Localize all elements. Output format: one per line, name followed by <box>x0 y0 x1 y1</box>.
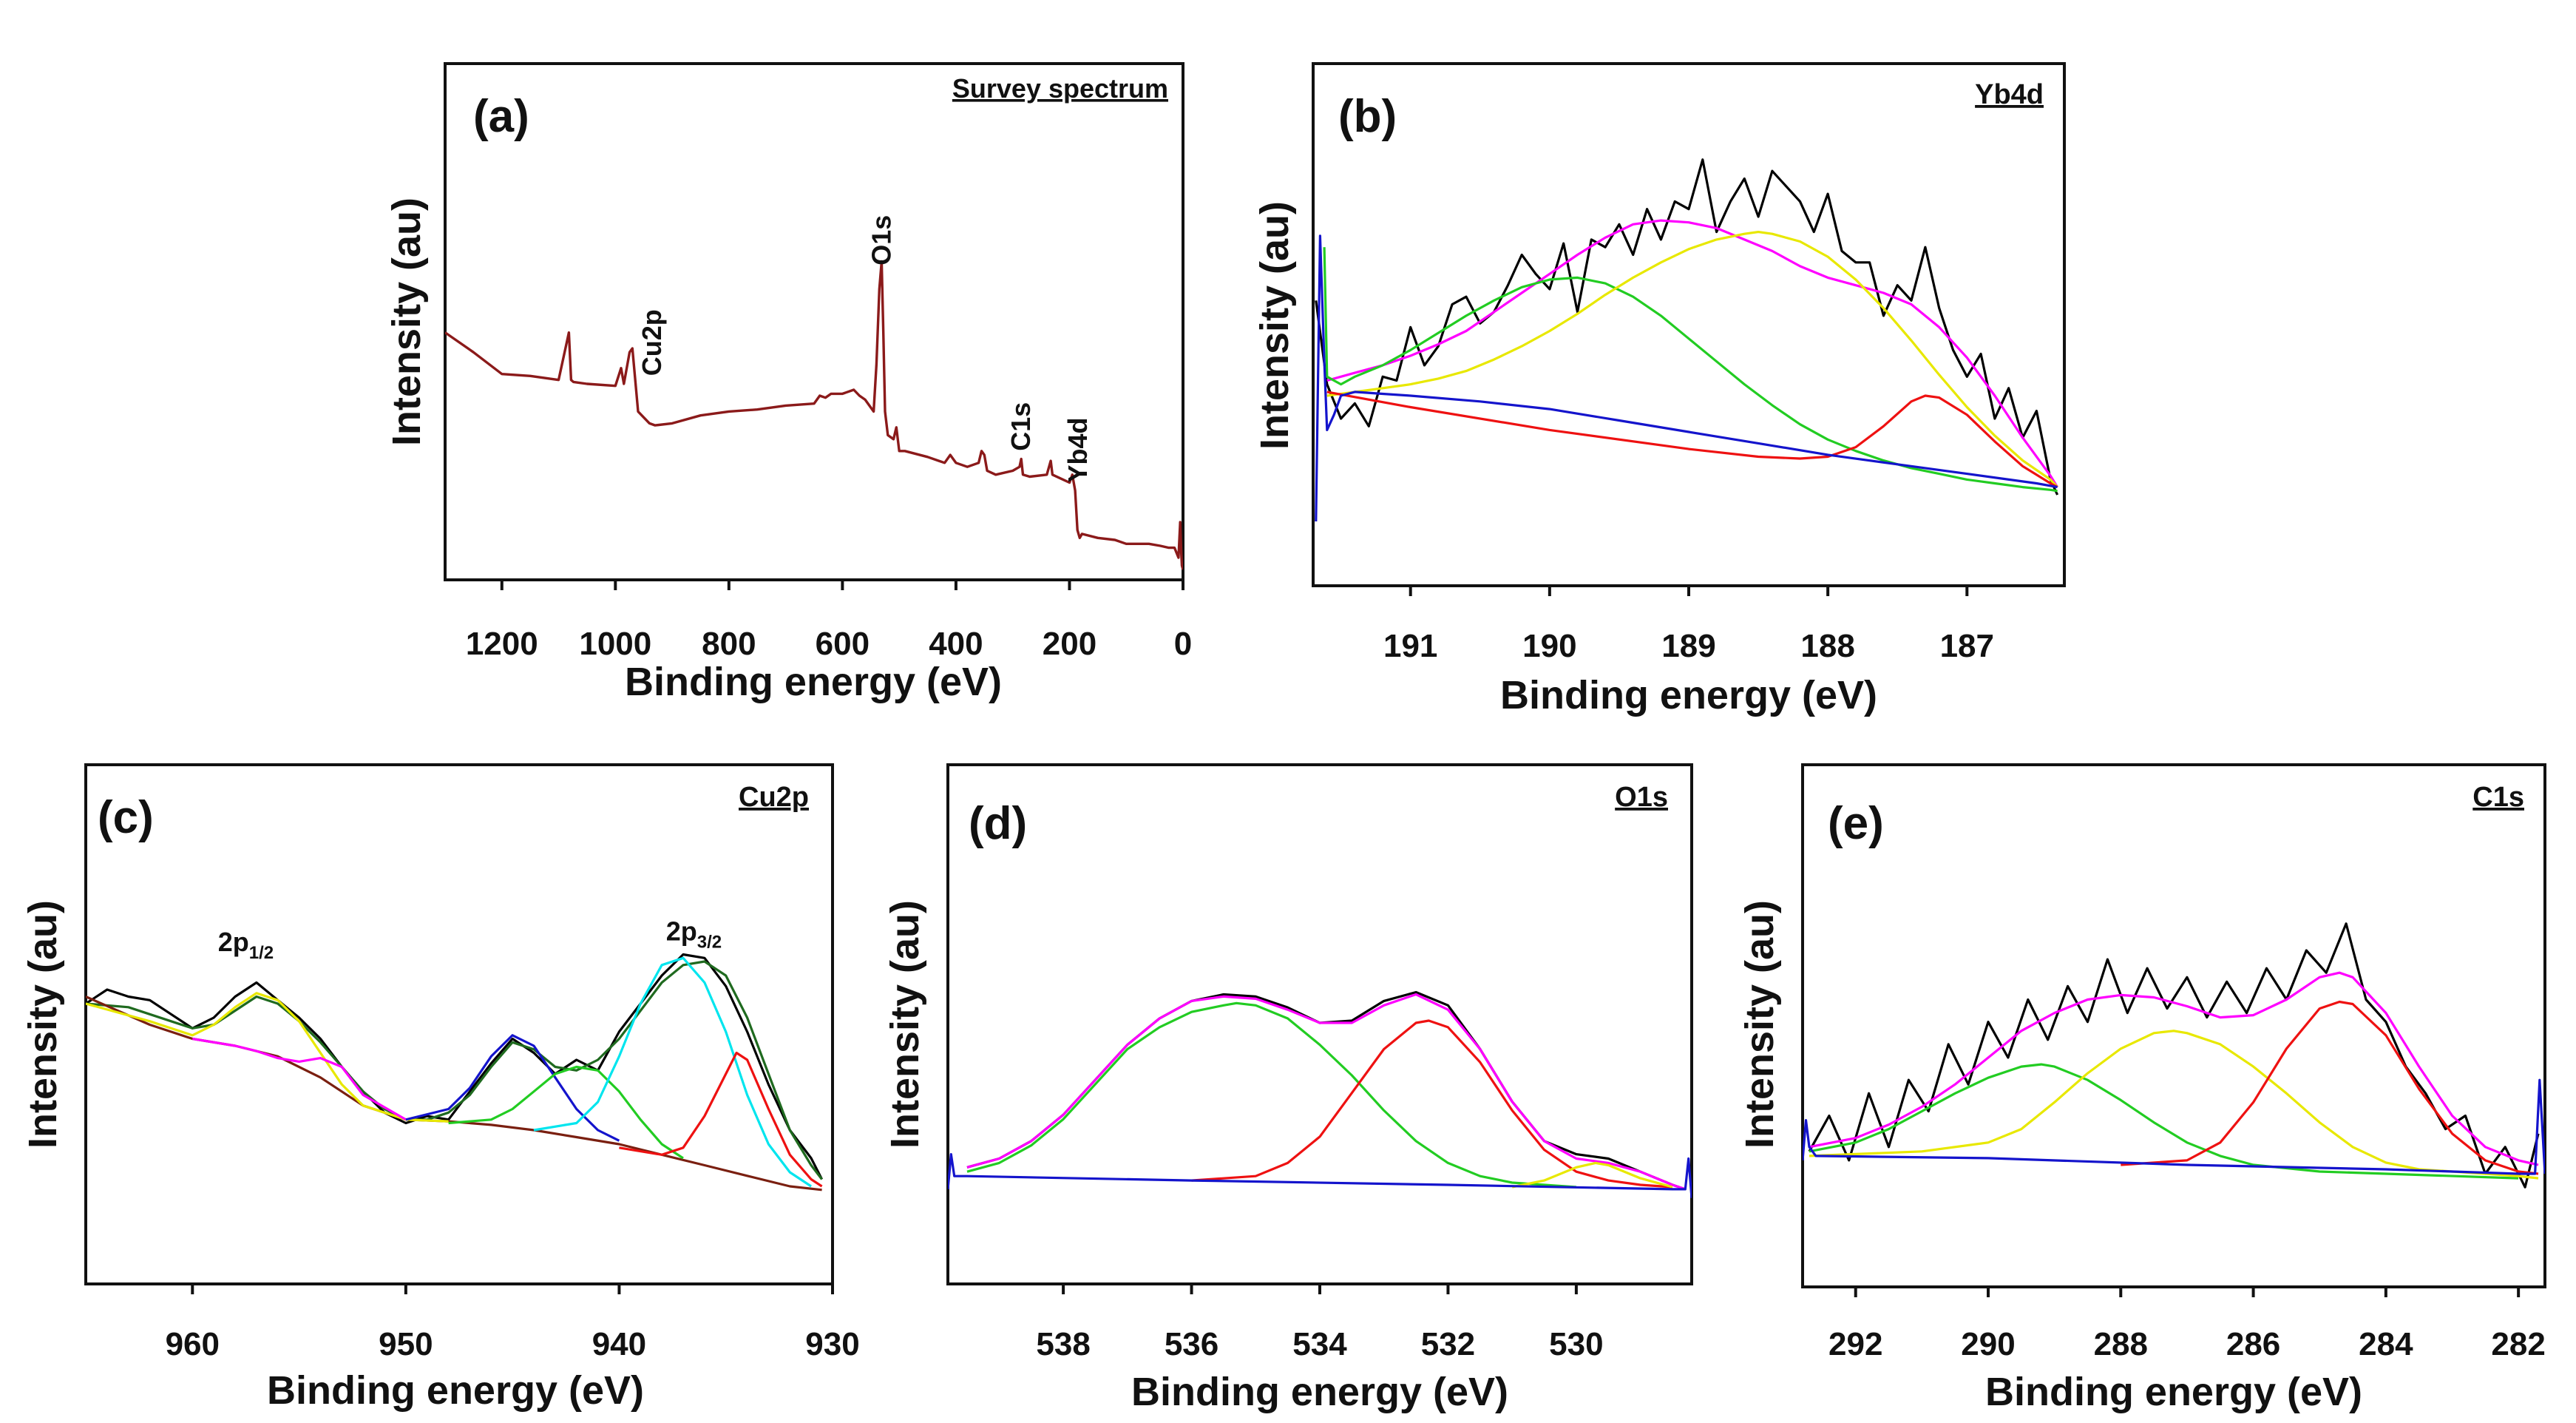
panel-c-ylabel: Intensity (au) <box>21 900 65 1149</box>
panel-d-title: O1s <box>1615 782 1668 813</box>
panel-b-tick-label: 191 <box>1383 628 1437 664</box>
panel-d-tick-label: 534 <box>1292 1326 1347 1362</box>
panel-a-title: Survey spectrum <box>952 73 1168 104</box>
panel-d-ylabel: Intensity (au) <box>883 900 927 1149</box>
panel-c-tick-label: 930 <box>805 1326 859 1362</box>
panel-b-tick-label: 188 <box>1800 628 1854 664</box>
panel-a-tick-label: 400 <box>929 626 983 662</box>
panel-c-peak-label: 2p1/2 <box>218 927 274 963</box>
panel-e-label: (e) <box>1828 798 1884 849</box>
panel-a-series-survey <box>445 260 1183 570</box>
panel-b-tick-label: 190 <box>1522 628 1576 664</box>
panel-a-frame <box>444 62 1184 581</box>
panel-a-peak-label: C1s <box>1006 402 1036 451</box>
panel-d-xlabel: Binding energy (eV) <box>1131 1370 1508 1414</box>
panel-c-xlabel: Binding energy (eV) <box>267 1368 644 1413</box>
panel-d-o1s: 538 536 534 532 530 (d) O1s Binding energy (… <box>883 763 1693 1414</box>
panel-c-tick-label: 940 <box>592 1326 646 1362</box>
panel-c-label: (c) <box>98 792 154 843</box>
panel-d-series-envelope <box>966 993 1686 1191</box>
panel-d-series-red <box>1191 1019 1673 1189</box>
panel-a-tick-label: 1000 <box>579 626 651 662</box>
panel-c-cu2p: 960 950 940 930 (c) Cu2p Binding energy (eV… <box>21 763 860 1413</box>
panel-e-series-envelope <box>1809 971 2539 1166</box>
panel-a-tick-label: 200 <box>1043 626 1097 662</box>
panel-b-series-red <box>1326 391 2058 489</box>
panel-a-xlabel: Binding energy (eV) <box>625 660 1002 704</box>
panel-e-tick-label: 286 <box>2226 1326 2280 1362</box>
panel-b-yb4d: 191 190 189 188 187 (b) Yb4d Binding energy … <box>1253 62 2066 717</box>
panel-c-series-envelope <box>86 960 823 1180</box>
panel-a-ylabel: Intensity (au) <box>384 197 429 446</box>
panel-a-tick-label: 1200 <box>466 626 538 662</box>
panel-a-tick-label: 800 <box>702 626 756 662</box>
panel-e-series-red <box>2121 1000 2539 1175</box>
panel-e-tick-label: 284 <box>2359 1326 2413 1362</box>
panel-d-series-yellow <box>1511 1161 1673 1189</box>
panel-e-tick-label: 288 <box>2094 1326 2148 1362</box>
panel-b-series-background <box>1315 234 2058 522</box>
panel-d-tick-label: 536 <box>1165 1326 1218 1362</box>
panel-b-ylabel: Intensity (au) <box>1253 201 1297 450</box>
panel-c-series-yellow <box>86 992 449 1123</box>
panel-b-series-yellow <box>1326 231 2058 488</box>
panel-e-tick-label: 290 <box>1961 1326 2015 1362</box>
panel-a-tick-label: 600 <box>816 626 870 662</box>
panel-b-series-green <box>1323 247 2058 493</box>
panel-c-tick-label: 950 <box>379 1326 433 1362</box>
panel-e-c1s: 292 290 288 286 284 282 (e) C1s Binding energ… <box>1738 763 2546 1414</box>
panel-d-tick-label: 532 <box>1421 1326 1475 1362</box>
panel-b-series-raw <box>1315 158 2059 496</box>
panel-d-label: (d) <box>969 798 1027 849</box>
panel-c-tick-label: 960 <box>166 1326 220 1362</box>
panel-d-series-background <box>948 1153 1692 1198</box>
panel-d-tick-label: 538 <box>1036 1326 1090 1362</box>
panel-b-xlabel: Binding energy (eV) <box>1500 673 1877 717</box>
panel-a-tick-label: 0 <box>1174 626 1192 662</box>
panel-a-peak-label: Yb4d <box>1062 417 1093 482</box>
panel-b-label: (b) <box>1338 91 1397 142</box>
panel-e-ylabel: Intensity (au) <box>1738 900 1782 1149</box>
panel-a-peak-label: O1s <box>866 215 896 266</box>
panel-e-frame <box>1801 763 2546 1288</box>
panel-d-tick-label: 530 <box>1549 1326 1603 1362</box>
panel-c-peak-label: 2p3/2 <box>666 916 722 953</box>
panel-c-title: Cu2p <box>739 782 809 813</box>
panel-e-tick-label: 292 <box>1828 1326 1882 1362</box>
panel-a-label: (a) <box>473 91 529 142</box>
panel-b-title: Yb4d <box>1975 79 2044 110</box>
panel-a-survey: 1200 1000 800 600 400 200 0 (a) Survey spectru… <box>384 62 1192 704</box>
panel-b-tick-label: 187 <box>1940 628 1994 664</box>
panel-e-series-background <box>1803 1078 2545 1175</box>
panel-c-series-blue <box>405 1034 620 1142</box>
panel-c-series-green <box>448 1065 684 1160</box>
panel-c-series-red <box>619 1051 823 1188</box>
panel-e-tick-label: 282 <box>2491 1326 2545 1362</box>
panel-b-tick-label: 189 <box>1661 628 1715 664</box>
panel-c-series-magenta <box>192 1037 407 1121</box>
panel-b-series-envelope <box>1326 219 2058 488</box>
panel-e-title: C1s <box>2472 782 2524 813</box>
panel-e-xlabel: Binding energy (eV) <box>1985 1370 2362 1414</box>
panel-d-series-green <box>966 1001 1577 1189</box>
panel-c-frame <box>84 763 834 1285</box>
panel-c-series-cyan <box>533 956 812 1188</box>
panel-a-peak-label: Cu2p <box>637 309 667 376</box>
